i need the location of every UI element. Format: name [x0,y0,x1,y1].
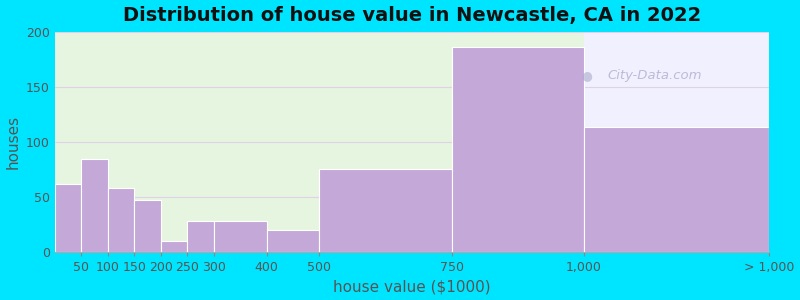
Bar [214,221,266,252]
Bar [187,221,214,252]
Bar [55,184,82,252]
Text: City-Data.com: City-Data.com [608,69,702,82]
Text: ●: ● [582,69,593,82]
Bar [82,159,108,252]
Bar [319,169,452,252]
Title: Distribution of house value in Newcastle, CA in 2022: Distribution of house value in Newcastle… [123,6,701,25]
Bar [161,241,187,252]
Bar [266,230,319,252]
Bar [584,32,796,252]
Bar [134,200,161,252]
Bar [452,47,584,252]
Bar [55,32,584,252]
Y-axis label: houses: houses [6,115,21,169]
Bar [108,188,134,252]
Bar [584,128,770,252]
X-axis label: house value ($1000): house value ($1000) [334,279,491,294]
